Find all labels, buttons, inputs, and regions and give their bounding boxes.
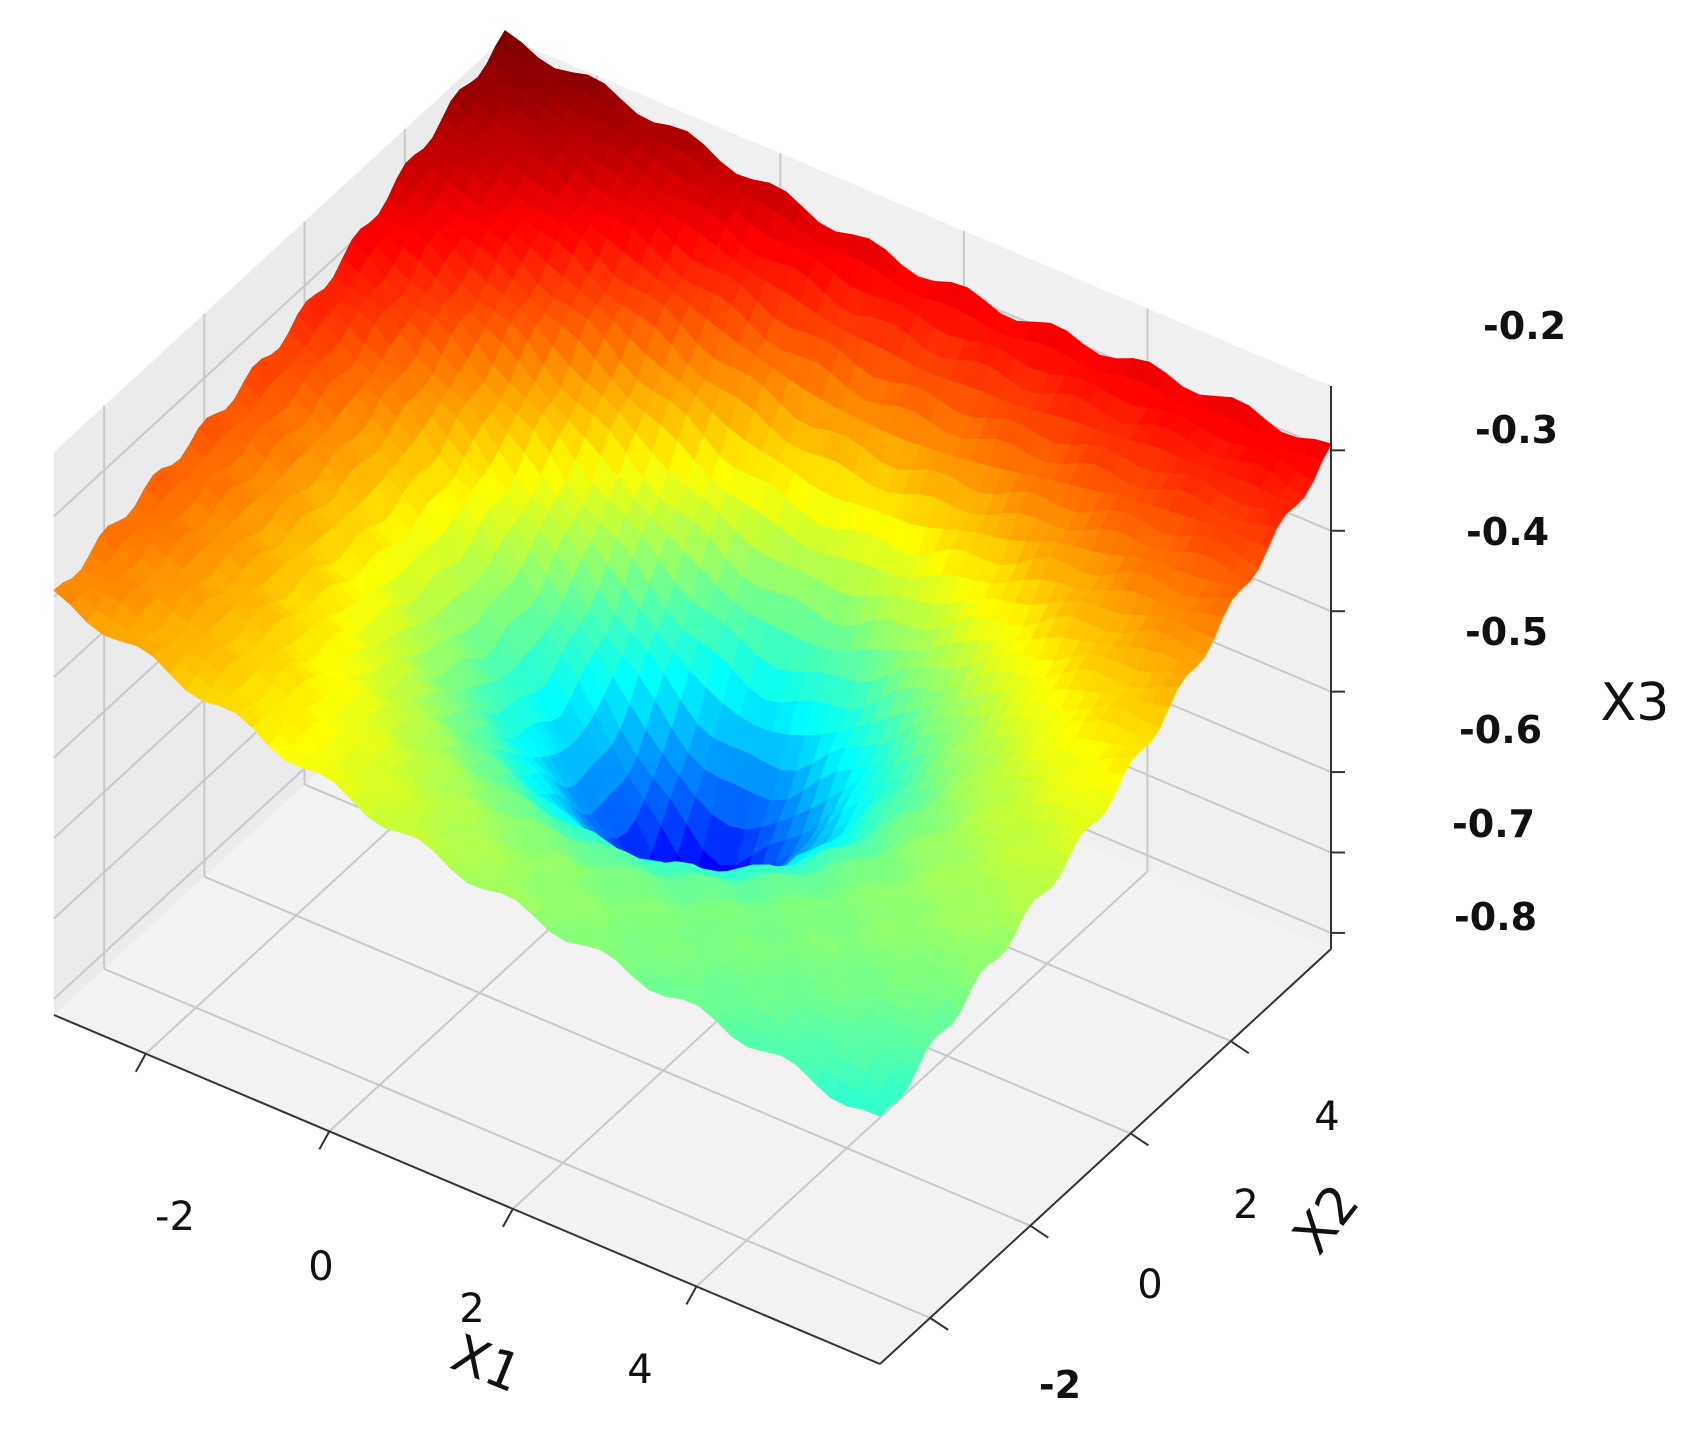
- y-tick-label: 4: [1314, 1094, 1339, 1140]
- z-tick-label: -0.4: [1466, 510, 1549, 554]
- x-tick-labels: -2 0 2 4: [155, 1194, 653, 1393]
- x-tick-label: 4: [627, 1347, 652, 1393]
- z-tick-label: -0.8: [1454, 895, 1537, 939]
- axis-ticks: [53, 386, 1345, 1365]
- z-tick-label: -0.6: [1459, 708, 1542, 752]
- y-tick-mark: [929, 1317, 949, 1331]
- floor-gridline: [103, 967, 931, 1319]
- y-axis-label: X2: [1282, 1174, 1372, 1265]
- x-axis-line: [53, 1014, 881, 1365]
- surface-patch: [862, 1097, 890, 1117]
- y-tick-label: 0: [1137, 1262, 1162, 1308]
- z-tick-label: -0.7: [1452, 802, 1535, 846]
- x-axis-label: X1: [443, 1324, 529, 1405]
- z-axis-label: X3: [1601, 673, 1670, 733]
- y-tick-mark: [1230, 1040, 1250, 1055]
- z-tick-label: -0.3: [1475, 408, 1558, 452]
- x-tick-mark: [134, 1053, 147, 1073]
- x-tick-mark: [318, 1130, 331, 1150]
- x-tick-label: 0: [308, 1244, 333, 1290]
- x-tick-label: 2: [459, 1286, 484, 1332]
- floor-gridline: [203, 875, 1031, 1227]
- y-tick-label: -2: [1039, 1363, 1081, 1407]
- y-tick-mark: [1130, 1132, 1150, 1147]
- x-tick-label: -2: [155, 1194, 195, 1240]
- y-axis-line: [879, 948, 1332, 1365]
- floor-gridline: [695, 870, 1149, 1288]
- y-tick-label: 2: [1233, 1182, 1258, 1228]
- x-tick-mark: [685, 1285, 698, 1305]
- x-tick-mark: [502, 1208, 514, 1228]
- surface-mesh: [53, 30, 1332, 1117]
- y-tick-mark: [1029, 1224, 1049, 1239]
- y-tick-labels: -2 0 2 4: [1039, 1094, 1340, 1407]
- z-tick-label: -0.2: [1483, 304, 1566, 348]
- z-tick-labels: -0.2 -0.3 -0.4 -0.5 -0.6 -0.7 -0.8: [1452, 304, 1566, 939]
- z-tick-label: -0.5: [1465, 610, 1548, 654]
